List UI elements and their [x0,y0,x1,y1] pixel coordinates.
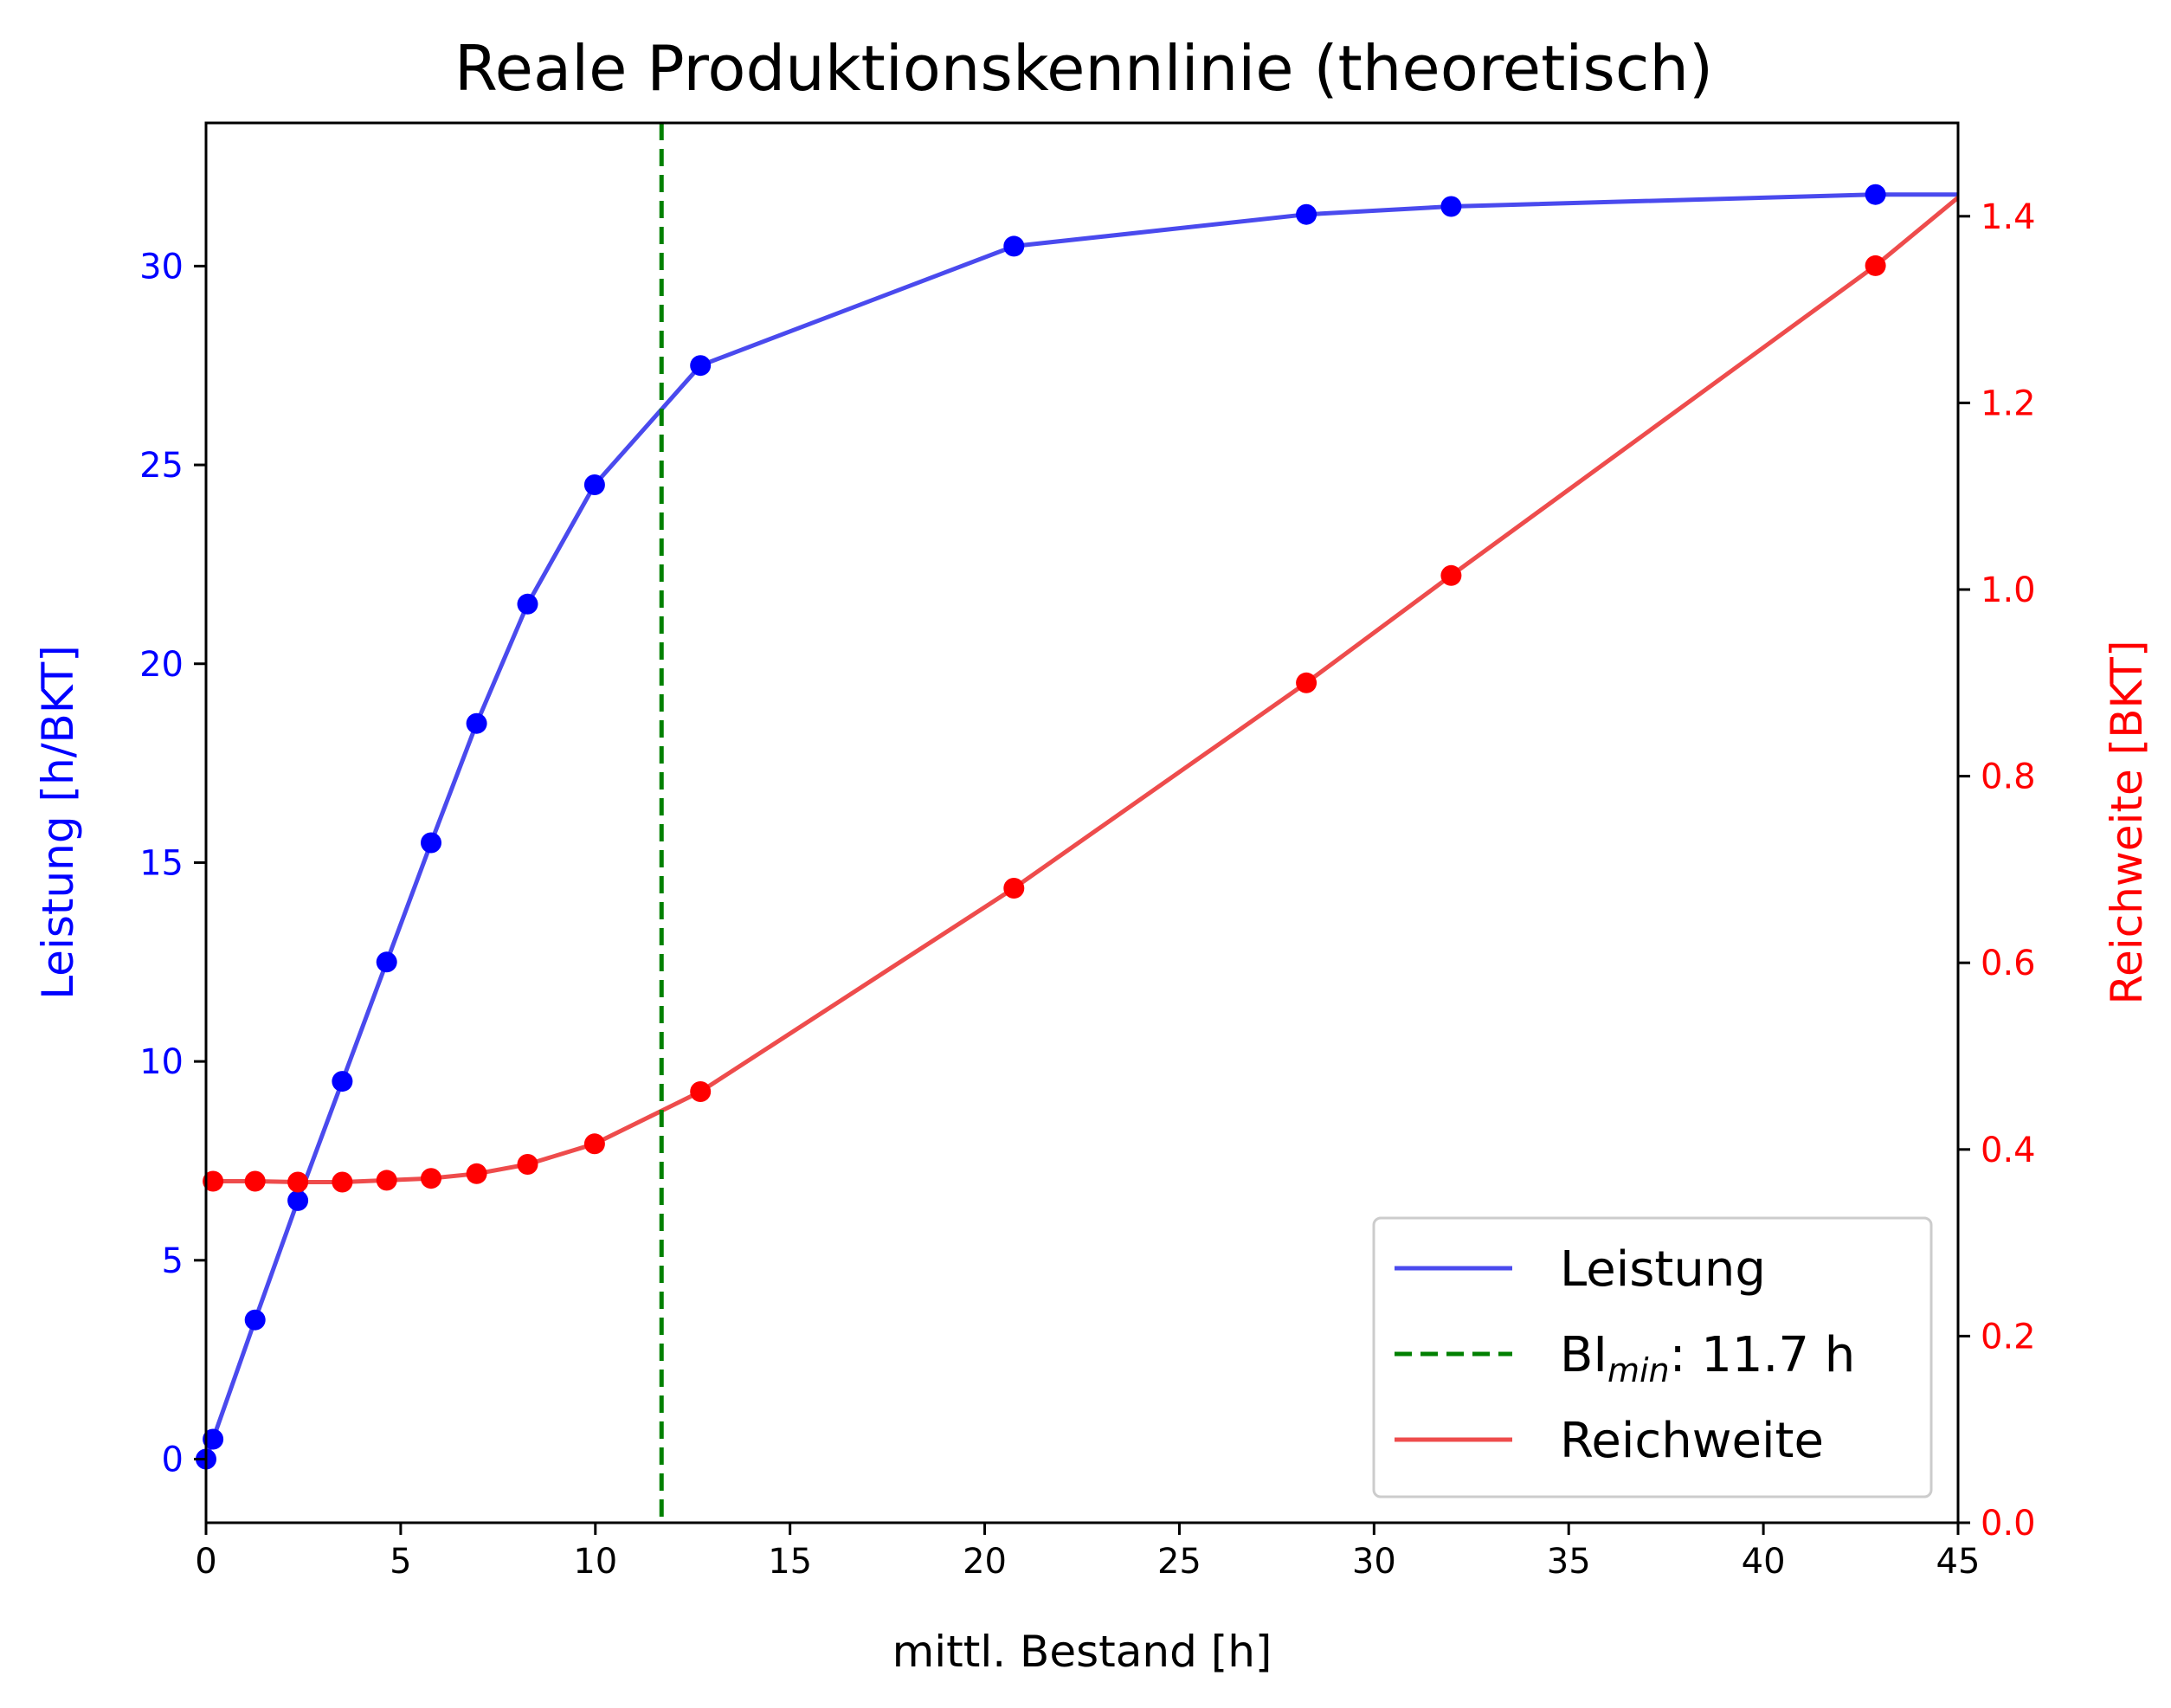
data-point-reichweite [421,1168,441,1189]
data-point-reichweite [1865,255,1886,276]
data-point-reichweite [517,1154,538,1175]
left-y-tick-label: 0 [162,1441,184,1480]
data-point-leistung [1865,184,1886,205]
left-y-tick-label: 30 [139,247,184,287]
right-y-axis-ticks: 0.0 0.2 0.4 0.6 0.8 1.0 1.2 1.4 [1958,197,2036,1544]
x-tick-label: 30 [1352,1542,1396,1582]
data-point-leistung [1003,235,1025,257]
x-tick-label: 0 [195,1542,216,1582]
right-y-tick-label: 1.4 [1981,197,2036,237]
data-point-leistung [421,832,441,854]
data-point-leistung [376,951,397,973]
series-line-leistung [203,192,1958,1460]
data-point-reichweite [332,1171,353,1193]
right-y-tick-label: 0.0 [1981,1504,2036,1544]
data-point-leistung [332,1071,353,1092]
data-point-reichweite [1003,878,1025,899]
x-tick-label: 20 [963,1542,1007,1582]
right-y-tick-label: 0.8 [1981,757,2036,797]
x-tick-label: 10 [573,1542,617,1582]
data-point-leistung [244,1309,266,1331]
x-axis-label: mittl. Bestand [h] [892,1627,1272,1677]
legend-label-bi-min: BImin: 11.7 h [1560,1327,1855,1389]
data-point-leistung [583,474,605,495]
data-point-reichweite [376,1170,397,1191]
right-y-tick-label: 0.4 [1981,1131,2036,1170]
data-point-leistung [690,355,712,377]
x-tick-label: 25 [1157,1542,1201,1582]
data-point-reichweite [287,1171,309,1193]
left-y-tick-label: 10 [139,1042,184,1082]
chart-title: Reale Produktionskennlinie (theoretisch) [454,32,1713,105]
data-point-leistung [1296,203,1317,225]
legend-box [1372,1216,1933,1499]
data-point-reichweite [466,1163,487,1184]
data-point-leistung [1440,196,1462,217]
data-point-reichweite [1296,672,1317,693]
right-y-tick-label: 0.2 [1981,1317,2036,1357]
x-tick-label: 45 [1936,1542,1981,1582]
data-point-leistung [287,1189,309,1211]
x-axis-ticks: 0 5 10 15 20 25 30 35 40 45 [195,1523,1980,1582]
data-point-leistung [466,712,487,734]
left-y-tick-label: 25 [139,446,184,486]
legend-label-leistung: Leistung [1560,1241,1766,1298]
right-y-tick-label: 1.2 [1981,383,2036,423]
x-tick-label: 40 [1742,1542,1786,1582]
data-point-reichweite [1440,564,1462,586]
left-y-tick-label: 5 [162,1241,184,1281]
x-tick-label: 15 [768,1542,812,1582]
plot-frame [204,121,1960,1524]
left-y-tick-label: 15 [139,843,184,883]
right-y-tick-label: 0.6 [1981,944,2036,983]
legend: Leistung BImin: 11.7 h Reichweite [1372,1216,1933,1499]
left-y-axis-label: Leistung [h/BKT] [33,645,83,1000]
right-y-axis-label: Reichweite [BKT] [2102,641,2152,1005]
series-layer [196,184,1960,1470]
x-tick-label: 5 [390,1542,411,1582]
data-point-leistung [517,593,538,615]
right-y-tick-label: 1.0 [1981,570,2036,610]
data-point-reichweite [583,1133,605,1155]
left-y-tick-label: 20 [139,645,184,685]
data-point-reichweite [244,1170,266,1192]
data-point-reichweite [690,1081,712,1102]
x-tick-label: 35 [1547,1542,1591,1582]
data-point-leistung [203,1428,224,1450]
left-y-axis-ticks: 0 5 10 15 20 25 30 [139,247,206,1480]
legend-label-reichweite: Reichweite [1560,1413,1824,1469]
data-point-reichweite [203,1170,224,1192]
